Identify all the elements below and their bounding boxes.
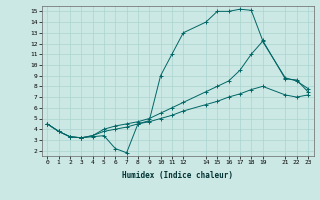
X-axis label: Humidex (Indice chaleur): Humidex (Indice chaleur) xyxy=(122,171,233,180)
